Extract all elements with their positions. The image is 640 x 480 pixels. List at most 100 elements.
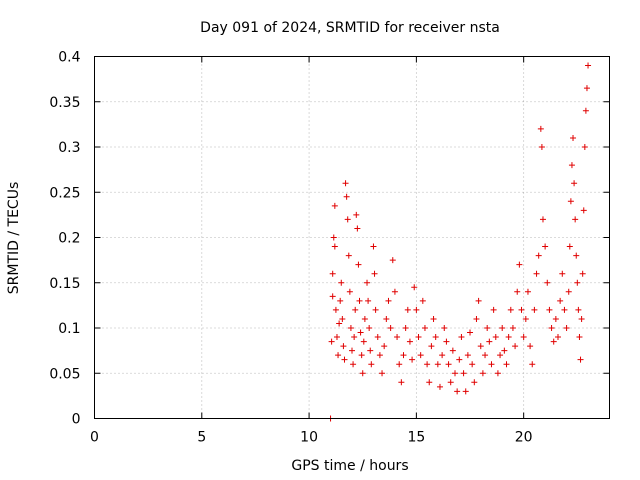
data-series [327, 62, 592, 422]
data-point [419, 297, 426, 304]
data-point [430, 315, 437, 322]
data-point [516, 261, 523, 268]
data-point [409, 356, 416, 363]
data-point [546, 306, 553, 313]
data-point [364, 279, 371, 286]
data-point [520, 334, 527, 341]
data-point [539, 216, 546, 223]
data-point [537, 125, 544, 132]
data-point [475, 297, 482, 304]
data-point [366, 325, 373, 331]
data-point [352, 306, 359, 313]
data-point [328, 338, 335, 345]
data-point [573, 252, 580, 259]
data-point [579, 270, 586, 277]
data-point [354, 225, 361, 232]
data-point [355, 261, 362, 268]
data-point [561, 306, 568, 313]
data-point [402, 325, 409, 331]
chart-title: Day 091 of 2024, SRMTID for receiver nst… [200, 20, 500, 36]
y-tick-label: 0 [72, 412, 81, 428]
data-point [424, 361, 431, 368]
data-point [415, 334, 422, 341]
data-point [337, 297, 344, 304]
x-axis-label: GPS time / hours [291, 458, 408, 474]
data-point [585, 62, 592, 69]
data-point [385, 297, 392, 304]
data-point [567, 198, 574, 205]
plot-frame [94, 56, 610, 419]
data-point [345, 252, 352, 259]
data-point [361, 315, 368, 322]
data-point [566, 243, 573, 250]
y-tick-label: 0.1 [58, 321, 80, 337]
data-point [580, 207, 587, 214]
data-point [367, 347, 374, 354]
data-point [411, 284, 418, 291]
y-axis-label: SRMTID / TECUs [6, 182, 22, 295]
data-point [439, 352, 446, 359]
data-point [374, 334, 381, 341]
data-point [570, 134, 577, 141]
data-point [391, 288, 398, 295]
data-point [441, 325, 448, 331]
data-point [379, 370, 386, 377]
data-point [571, 180, 578, 187]
y-tick-label: 0.4 [58, 50, 80, 66]
data-point [477, 343, 484, 350]
data-point [357, 329, 364, 336]
data-point [462, 388, 469, 395]
data-point [338, 279, 345, 286]
data-point [445, 361, 452, 368]
data-point [387, 325, 394, 331]
data-point [529, 361, 536, 368]
data-point [443, 338, 450, 345]
data-point [421, 325, 428, 331]
data-point [522, 315, 529, 322]
data-point [330, 234, 337, 241]
data-point [381, 343, 388, 350]
data-point [484, 325, 491, 331]
data-point [432, 334, 439, 341]
data-point [406, 338, 413, 345]
x-tick-label: 10 [300, 430, 318, 446]
data-point [360, 338, 367, 345]
data-point [329, 293, 336, 300]
data-point [413, 306, 420, 313]
data-point [333, 334, 340, 341]
y-tick-label: 0.15 [49, 276, 80, 292]
data-point [351, 334, 358, 341]
data-point [358, 352, 365, 359]
data-point [365, 297, 372, 304]
data-point [471, 379, 478, 386]
data-point [331, 202, 338, 209]
data-point [464, 352, 471, 359]
data-point [568, 162, 575, 169]
data-point [394, 334, 401, 341]
data-point [524, 288, 531, 295]
data-point [331, 243, 338, 250]
data-point [335, 352, 342, 359]
data-point [376, 352, 383, 359]
data-point [332, 306, 339, 313]
data-point [460, 370, 467, 377]
data-point [404, 306, 411, 313]
data-point [436, 383, 443, 390]
data-point [426, 379, 433, 386]
data-point [349, 347, 355, 354]
data-point [572, 216, 579, 223]
data-point [344, 216, 351, 223]
data-point [548, 325, 555, 331]
data-point [565, 288, 572, 295]
data-point [329, 270, 336, 277]
data-point [467, 329, 474, 336]
data-point [494, 370, 501, 377]
y-tick-label: 0.3 [58, 140, 80, 156]
data-point [396, 361, 403, 368]
data-point [512, 343, 519, 350]
data-point [582, 107, 589, 114]
data-point [336, 320, 343, 327]
data-point [398, 379, 405, 386]
data-point [488, 361, 495, 368]
data-point [503, 361, 510, 368]
